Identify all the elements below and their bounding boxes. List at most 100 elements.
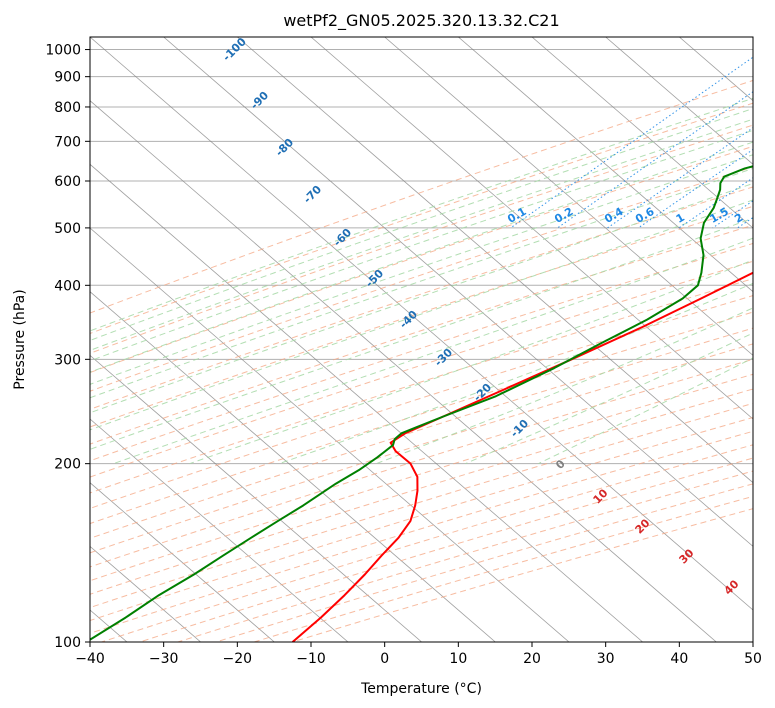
x-tick-label: 0 — [380, 651, 389, 667]
mixing-ratio-line — [678, 177, 753, 229]
chart-title: wetPf2_GN05.2025.320.13.32.C21 — [283, 11, 559, 31]
theta-label: 30 — [677, 546, 697, 566]
dry-adiabat-line — [90, 79, 753, 314]
isotherm-line — [90, 163, 643, 642]
x-tick-label: 10 — [449, 651, 467, 667]
dry-adiabat-line — [90, 205, 753, 428]
isotherm-line — [90, 100, 717, 642]
x-tick-label: 20 — [523, 651, 541, 667]
y-tick-label: 100 — [54, 635, 81, 651]
y-tick-label: 300 — [54, 352, 81, 368]
moist-adiabat-line — [90, 108, 753, 341]
isotherm-line — [237, 37, 753, 484]
profile-series — [90, 165, 753, 642]
y-tick-label: 600 — [54, 174, 81, 190]
x-tick-label: 50 — [744, 651, 762, 667]
moist-adiabat-line — [375, 307, 753, 465]
isotherm-line — [384, 37, 753, 356]
dry-adiabat-line — [139, 457, 753, 642]
dry-adiabat-line — [90, 311, 753, 525]
isotherm-line — [90, 545, 201, 642]
dry-adiabat-line — [90, 186, 753, 410]
isotherm-line — [90, 291, 496, 642]
mixing-ratio-line — [557, 91, 753, 229]
x-tick-label: 40 — [670, 651, 688, 667]
wetbulb-potential-label: -40 — [397, 308, 420, 331]
x-tick-label: −10 — [296, 651, 326, 667]
y-tick-label: 500 — [54, 221, 81, 237]
dry-adiabat-line — [90, 358, 753, 568]
mixing-ratio-line — [712, 200, 753, 229]
y-tick-label: 800 — [54, 100, 81, 116]
y-tick-label: 400 — [54, 278, 81, 294]
x-axis-label: Temperature (°C) — [360, 681, 482, 697]
profile-line — [90, 165, 753, 641]
dry-adiabat-line — [90, 102, 753, 335]
isotherm-line — [605, 37, 753, 165]
moist-adiabat-line — [90, 217, 753, 450]
dry-adiabat-line — [90, 224, 753, 445]
mixing-ratio-label: 2 — [732, 211, 745, 226]
dry-adiabat-line — [90, 260, 753, 478]
wetbulb-potential-label: -70 — [301, 183, 324, 206]
moist-adiabat-line — [90, 97, 753, 332]
isotherm-line — [90, 418, 349, 642]
dry-adiabat-line — [90, 327, 753, 539]
isotherm-line — [90, 482, 275, 642]
mixing-ratio-label: 0.4 — [602, 205, 626, 226]
dry-adiabat-line — [90, 373, 753, 582]
isotherm-line — [458, 37, 753, 293]
x-tick-label: 30 — [597, 651, 615, 667]
mixing-ratio-label: 0.6 — [633, 205, 657, 226]
y-axis-label: Pressure (hPa) — [12, 289, 28, 389]
isotherm-line — [90, 354, 422, 642]
y-tick-label: 900 — [54, 70, 81, 86]
mixing-ratio-line — [737, 216, 753, 229]
isotherm-line — [531, 37, 753, 229]
mixing-ratio-line — [638, 148, 753, 229]
dry-adiabat-line — [90, 402, 753, 609]
isotherm-line — [163, 37, 753, 547]
dry-adiabat-line — [90, 388, 753, 595]
x-tick-label: −40 — [75, 651, 105, 667]
y-axis: 100 200 300 400 500 600 700 800 900 1000 — [45, 43, 90, 651]
moist-adiabat-line — [113, 237, 753, 465]
y-tick-label: 700 — [54, 134, 81, 150]
dry-adiabat-line — [90, 242, 753, 462]
moist-adiabat-line — [90, 154, 753, 385]
dry-adiabat-line — [90, 278, 753, 494]
isotherm-line — [752, 37, 753, 38]
x-axis: −40 −30 −20 −10 0 10 20 30 40 50 — [75, 642, 762, 667]
y-tick-label: 1000 — [45, 43, 81, 59]
mixing-ratio-label: 0.2 — [552, 205, 575, 226]
theta-label: 40 — [722, 577, 742, 597]
wetbulb-potential-label: -50 — [363, 267, 386, 290]
x-tick-label: −30 — [149, 651, 179, 667]
wetbulb-potential-label: -90 — [248, 89, 271, 112]
mixing-ratio-line — [510, 56, 753, 229]
isotherm-line — [90, 227, 570, 642]
dry-adiabat-line — [90, 430, 753, 634]
x-tick-label: −20 — [223, 651, 253, 667]
dry-adiabat-line — [101, 444, 753, 642]
wetbulb-potential-label: -80 — [273, 136, 296, 159]
mixing-ratio-label: 3 — [769, 211, 775, 226]
thermo-overlays — [90, 56, 753, 642]
mixing-ratio-label: 1.5 — [708, 205, 731, 226]
grid-layer — [90, 37, 753, 642]
moist-adiabat-line — [90, 167, 753, 399]
y-tick-label: 200 — [54, 457, 81, 473]
wetbulb-potential-label: -30 — [432, 346, 455, 369]
moist-adiabat-line — [465, 332, 753, 465]
theta-label: 20 — [633, 516, 653, 536]
profile-line — [291, 271, 753, 642]
dry-adiabat-line — [90, 166, 753, 392]
dry-adiabat-line — [292, 508, 753, 642]
dry-adiabat-line — [90, 295, 753, 509]
isotherm-line — [90, 37, 753, 611]
plot-frame — [89, 36, 754, 643]
moist-adiabat-line — [279, 282, 753, 465]
dry-adiabat-line — [90, 124, 753, 354]
